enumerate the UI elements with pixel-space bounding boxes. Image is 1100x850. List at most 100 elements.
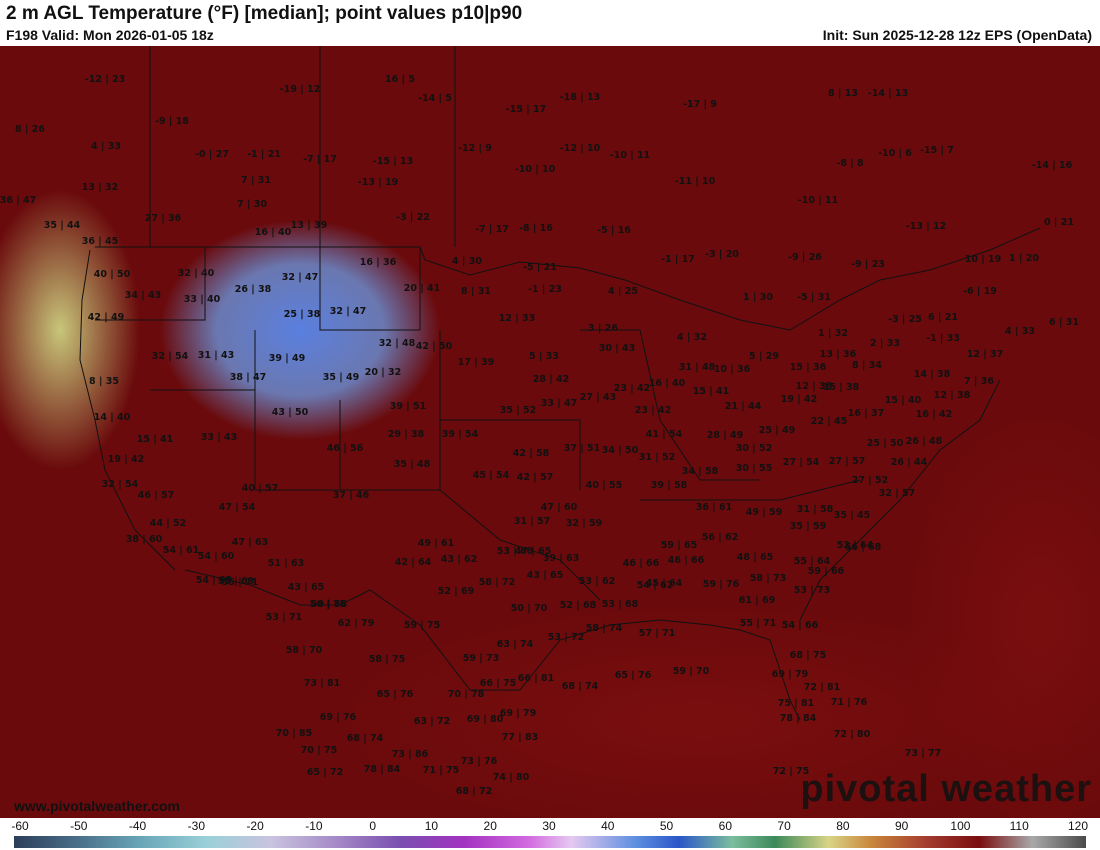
- point-value-label: 32 | 57: [879, 488, 916, 499]
- point-value-label: -1 | 17: [661, 254, 695, 265]
- us-canada-border: [95, 227, 1041, 331]
- point-value-label: 72 | 81: [804, 682, 841, 693]
- scale-tick-label: -50: [70, 819, 88, 833]
- point-value-label: 53 | 60: [497, 546, 534, 557]
- point-value-label: -19 | 12: [280, 84, 320, 95]
- point-value-label: 32 | 47: [282, 272, 319, 283]
- site-url[interactable]: www.pivotalweather.com: [14, 798, 180, 814]
- scale-tick-label: -60: [11, 819, 29, 833]
- point-value-label: 15 | 40: [885, 395, 922, 406]
- point-value-label: 37 | 51: [564, 443, 601, 454]
- point-value-label: -3 | 20: [705, 249, 739, 260]
- point-value-label: 65 | 76: [377, 689, 414, 700]
- point-value-label: -1 | 33: [926, 333, 960, 344]
- point-value-label: 48 | 65: [737, 552, 774, 563]
- point-value-label: -1 | 23: [528, 284, 562, 295]
- point-value-label: 57 | 71: [639, 628, 676, 639]
- point-value-label: 15 | 41: [137, 434, 174, 445]
- point-value-label: 14 | 40: [94, 412, 131, 423]
- point-value-label: 45 | 54: [473, 470, 510, 481]
- point-value-label: -15 | 17: [506, 104, 546, 115]
- point-value-label: 33 | 47: [541, 398, 578, 409]
- temperature-map: -12 | 23 16 | 5 -19 | 12 -14 | 5 -18 | 13 -17…: [0, 46, 1100, 818]
- scale-tick-label: 110: [1009, 819, 1029, 833]
- point-value-label: 5 | 33: [529, 351, 559, 362]
- point-value-label: 42 | 58: [513, 448, 550, 459]
- point-value-label: -10 | 10: [515, 164, 556, 175]
- point-value-label: 59 | 73: [463, 653, 500, 664]
- point-value-label: 58 | 72: [479, 577, 516, 588]
- point-value-label: 34 | 43: [125, 290, 162, 301]
- point-value-label: 20 | 32: [365, 367, 402, 378]
- point-value-label: -9 | 18: [155, 116, 189, 127]
- point-value-label: 71 | 76: [831, 697, 868, 708]
- point-value-label: 59 | 65: [661, 540, 698, 551]
- scale-tick-label: 70: [777, 819, 791, 833]
- scale-tick-label: 20: [483, 819, 497, 833]
- point-value-label: 49 | 59: [746, 507, 783, 518]
- pacific-coast-mild-region: [0, 190, 140, 470]
- point-value-label: 68 | 74: [562, 681, 599, 692]
- point-value-label: 36 | 45: [82, 236, 119, 247]
- point-value-label: 39 | 63: [543, 553, 580, 564]
- scale-tick-label: 90: [894, 819, 909, 833]
- point-value-label: 56 | 68: [845, 542, 882, 553]
- atlantic-warm-region: [900, 400, 1100, 818]
- point-value-label: -0 | 27: [195, 149, 229, 160]
- point-value-label: 44 | 52: [150, 518, 187, 529]
- point-value-label: 30 | 43: [599, 343, 636, 354]
- point-value-label: 33 | 40: [184, 294, 221, 305]
- west-coastline: [79, 249, 176, 571]
- point-value-label: 32 | 59: [566, 518, 603, 529]
- point-value-label: 45 | 64: [646, 578, 683, 589]
- point-value-label: 19 | 42: [781, 394, 818, 405]
- state-line-midwest: [580, 329, 760, 481]
- point-value-label: 62 | 79: [338, 618, 375, 629]
- point-value-label: 6 | 31: [1049, 317, 1079, 328]
- point-value-label: 69 | 80: [467, 714, 504, 725]
- point-value-label: -8 | 8: [836, 158, 864, 169]
- scale-tick-label: -10: [305, 819, 323, 833]
- point-value-label: 8 | 34: [852, 360, 882, 371]
- point-value-label: 55 | 69: [218, 576, 255, 587]
- point-value-label: 32 | 54: [152, 351, 189, 362]
- point-value-label: 58 | 73: [750, 573, 787, 584]
- point-value-label: 17 | 39: [458, 357, 495, 368]
- point-values-layer: -12 | 23 16 | 5 -19 | 12 -14 | 5 -18 | 13 -17…: [0, 74, 1079, 797]
- watermark: pivotal weather: [800, 768, 1092, 810]
- point-value-label: 78 | 84: [780, 713, 817, 724]
- point-value-label: 15 | 36: [790, 362, 827, 373]
- point-value-label: 42 | 57: [517, 472, 554, 483]
- point-value-label: 35 | 45: [834, 510, 871, 521]
- point-value-label: 7 | 30: [237, 199, 267, 210]
- point-value-label: 54 | 60: [198, 551, 235, 562]
- point-value-label: 56 | 62: [702, 532, 739, 543]
- map-header: 2 m AGL Temperature (°F) [median]; point…: [0, 0, 1100, 46]
- scale-tick-label: 50: [659, 819, 674, 833]
- point-value-label: 72 | 75: [773, 766, 810, 777]
- point-value-label: -1 | 21: [247, 149, 281, 160]
- point-value-label: 27 | 54: [783, 457, 820, 468]
- point-value-label: 35 | 48: [394, 459, 431, 470]
- point-value-label: 73 | 81: [304, 678, 341, 689]
- point-value-label: 54 | 63: [196, 575, 233, 586]
- point-value-label: 1 | 30: [743, 292, 773, 303]
- point-value-label: 69 | 79: [772, 669, 809, 680]
- point-value-label: 16 | 42: [916, 409, 953, 420]
- point-value-label: 35 | 59: [790, 521, 827, 532]
- point-value-label: 12 | 33: [499, 313, 536, 324]
- point-value-label: 27 | 43: [580, 392, 617, 403]
- point-value-label: 40 | 55: [586, 480, 623, 491]
- point-value-label: 54 | 61: [163, 545, 200, 556]
- point-value-label: -14 | 13: [868, 88, 908, 99]
- point-value-label: -3 | 22: [396, 212, 430, 223]
- point-value-label: 68 | 72: [456, 786, 493, 797]
- point-value-label: 65 | 72: [307, 767, 344, 778]
- scale-bar: [14, 836, 1086, 848]
- point-value-label: 73 | 76: [461, 756, 498, 767]
- color-scale: -60 -50 -40 -30 -20 -10 0 10 20 30 40 50 60 70 80 90 100…: [0, 818, 1100, 850]
- map-title: 2 m AGL Temperature (°F) [median]; point…: [6, 3, 523, 24]
- point-value-label: 39 | 51: [390, 401, 427, 412]
- point-value-label: 14 | 38: [914, 369, 951, 380]
- point-value-label: 1 | 20: [1009, 253, 1039, 264]
